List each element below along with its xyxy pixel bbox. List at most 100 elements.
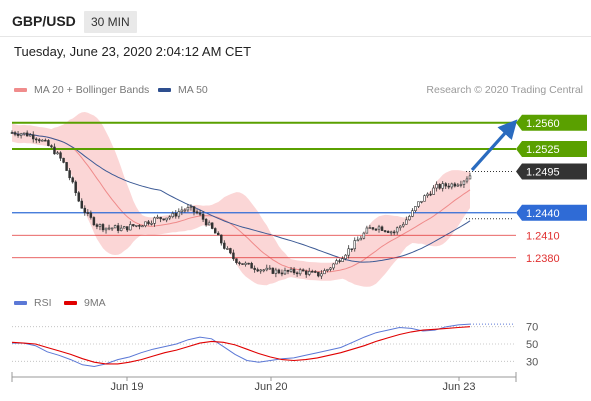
candle-body <box>277 269 281 274</box>
candle-body <box>153 217 156 224</box>
candle-body <box>210 222 214 229</box>
candle-body <box>304 270 308 275</box>
candle-body <box>165 217 168 221</box>
candle-body <box>113 225 117 229</box>
candle-body <box>126 226 129 231</box>
candle-body <box>459 184 463 186</box>
candle-body <box>301 269 305 272</box>
legend-ma50-label: MA 50 <box>178 84 208 96</box>
candle-body <box>25 132 29 137</box>
candle-body <box>435 184 438 189</box>
candle-body <box>223 242 226 249</box>
candle-body <box>74 181 77 194</box>
candle-body <box>104 227 108 231</box>
candle-body <box>119 227 123 231</box>
candle-body <box>320 273 323 277</box>
candle-body <box>235 258 238 263</box>
timeframe-button[interactable]: 30 MIN <box>84 11 137 33</box>
candle-body <box>326 269 329 271</box>
candle-body <box>107 227 111 230</box>
rsi-series-9MA <box>11 326 471 365</box>
candle-body <box>362 232 366 239</box>
candle-body <box>204 219 208 226</box>
candle-body <box>441 183 444 189</box>
rsi-tick-50: 50 <box>526 339 538 351</box>
symbol-title: GBP/USD <box>12 13 76 29</box>
candle-body <box>162 218 165 221</box>
legend-ma50: MA 50 <box>158 84 208 96</box>
level-tag-text: 1.2495 <box>526 167 560 179</box>
candle-body <box>429 193 432 196</box>
candle-body <box>238 262 241 264</box>
candle-body <box>98 224 102 227</box>
candle-body <box>308 271 311 275</box>
legend-ma20: MA 20 + Bollinger Bands <box>14 84 149 96</box>
x-tick-label: Jun 19 <box>110 381 143 393</box>
candle-body <box>138 225 141 227</box>
level-tag-text: 1.2440 <box>526 208 560 220</box>
legend-rsi-ma-label: 9MA <box>84 297 106 309</box>
rsi-series-RSI <box>12 323 471 368</box>
candle-body <box>92 217 96 226</box>
header: GBP/USD 30 MIN <box>0 0 591 40</box>
candle-body <box>389 231 393 234</box>
candle-body <box>408 216 411 221</box>
candle-body <box>244 262 247 265</box>
candle-body <box>50 145 53 148</box>
candle-body <box>171 213 174 218</box>
legend-rsi: RSI <box>14 297 52 309</box>
level-tag-bg <box>516 204 587 221</box>
candle-body <box>359 237 363 241</box>
level-tag-1.2495: 1.2495 <box>516 163 587 180</box>
candle-body <box>450 183 454 188</box>
candle-body <box>53 146 56 155</box>
candle-body <box>311 271 314 273</box>
candle-body <box>253 267 256 270</box>
candle-body <box>89 212 93 218</box>
candle-body <box>411 210 414 217</box>
candle-body <box>192 206 196 213</box>
candle-body <box>232 252 235 260</box>
candle-body <box>80 200 84 209</box>
candle-body <box>465 178 469 182</box>
candle-body <box>180 209 184 213</box>
candle-body <box>129 224 132 231</box>
candle-body <box>314 271 317 273</box>
candle-body <box>38 139 41 142</box>
candle-body <box>135 225 138 227</box>
candle-body <box>432 187 435 195</box>
rsi-ma-swatch <box>64 301 77 305</box>
candle-body <box>417 201 420 207</box>
candle-body <box>268 267 272 270</box>
candle-body <box>347 248 350 256</box>
candle-body <box>271 267 275 274</box>
candle-body <box>274 269 278 274</box>
level-tag-1.2560: 1.2560 <box>516 114 587 131</box>
candle-body <box>353 240 356 250</box>
candle-body <box>453 183 457 187</box>
candle-body <box>247 262 250 265</box>
candle-body <box>110 227 114 230</box>
candle-body <box>286 269 290 272</box>
candle-body <box>356 239 360 242</box>
candle-body <box>383 230 387 232</box>
legend-rsi-ma: 9MA <box>64 297 106 309</box>
level-tag-1.2525: 1.2525 <box>516 141 587 157</box>
candle-body <box>329 267 332 270</box>
candle-body <box>71 177 74 183</box>
candle-body <box>365 227 369 234</box>
candle-body <box>368 227 372 229</box>
candle-body <box>374 228 378 231</box>
candle-body <box>317 271 320 277</box>
candle-body <box>56 152 59 155</box>
candle-body <box>101 224 105 231</box>
candle-body <box>195 211 199 214</box>
bollinger-band <box>12 112 470 287</box>
candle-body <box>338 260 341 262</box>
candle-body <box>147 221 150 225</box>
candle-body <box>41 139 44 142</box>
candle-body <box>122 226 126 229</box>
level-label-1.2380: 1.2380 <box>526 253 560 265</box>
candle-body <box>217 232 220 236</box>
